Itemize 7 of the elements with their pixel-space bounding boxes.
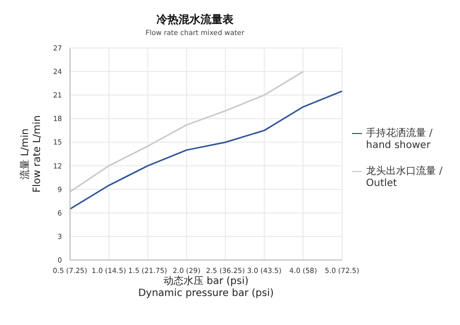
x-axis-title: 动态水压 bar (psi) Dynamic pressure bar (psi) <box>138 275 274 299</box>
line-series <box>69 70 304 192</box>
legend-label: 手持花洒流量 / hand shower <box>366 128 434 152</box>
y-axis-title: 流量 L/min Flow rate L/min <box>19 115 43 193</box>
legend-label: 龙头出水口流量 / Outlet <box>366 166 444 190</box>
chart-title: 冷热混水流量表 <box>156 12 234 27</box>
line-series <box>69 90 343 210</box>
